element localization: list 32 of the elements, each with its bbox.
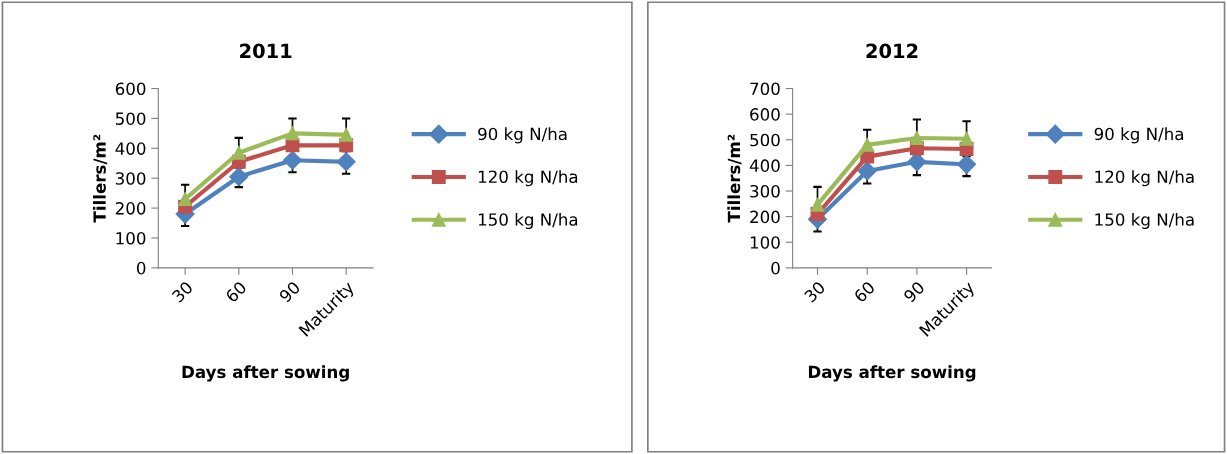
x-tick-label: 30: [803, 280, 826, 303]
x-tick-label: 30: [171, 280, 194, 303]
y-tick-label: 100: [750, 236, 780, 249]
y-tick-label: 500: [750, 133, 780, 147]
x-tick-label: 60: [224, 280, 248, 303]
x-axis-title: Days after sowing: [808, 365, 976, 382]
legend-label: 90 kg N/ha: [478, 127, 567, 144]
legend-label: 150 kg N/ha: [478, 212, 578, 230]
legend-label: 120 kg N/ha: [478, 170, 578, 187]
legend-label: 90 kg N/ha: [1094, 127, 1183, 144]
chart-title: 2012: [866, 43, 918, 59]
y-axis-title: Tillers/m²: [92, 134, 108, 223]
y-tick-label: 0: [136, 261, 146, 275]
y-tick-label: 300: [115, 172, 146, 185]
y-tick-label: 600: [750, 108, 780, 121]
x-tick-label: 60: [853, 280, 876, 303]
y-tick-label: 600: [115, 82, 146, 96]
y-tick-label: 400: [749, 159, 780, 172]
y-tick-label: 700: [750, 82, 780, 96]
y-tick-label: 200: [750, 210, 780, 224]
y-tick-label: 500: [115, 112, 146, 125]
chart-title: 2011: [240, 43, 292, 59]
y-tick-label: 400: [115, 142, 146, 155]
legend-label: 120 kg N/ha: [1095, 170, 1194, 187]
y-tick-label: 100: [116, 231, 146, 245]
x-axis-title: Days after sowing: [182, 365, 349, 382]
y-tick-label: 0: [771, 261, 780, 275]
y-tick-label: 200: [115, 202, 146, 215]
y-tick-label: 300: [750, 184, 780, 198]
y-axis-title: Tillers/m²: [727, 134, 742, 223]
legend-label: 150 kg N/ha: [1095, 212, 1194, 230]
x-tick-label: 90: [278, 280, 301, 304]
